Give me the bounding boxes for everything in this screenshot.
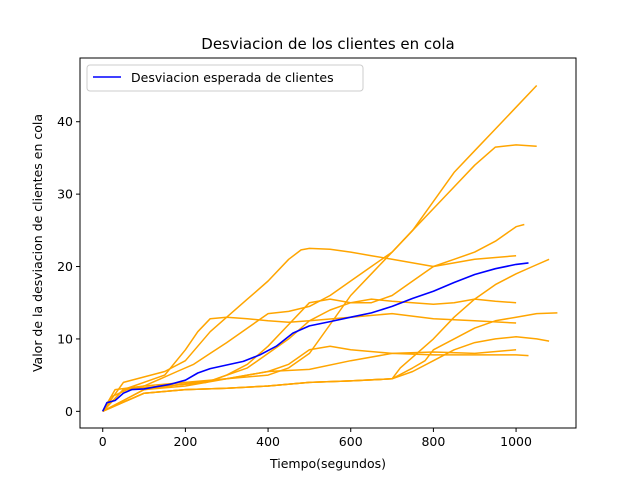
legend: Desviacion esperada de clientes (86, 64, 364, 92)
plot-lines (101, 84, 558, 412)
plot-frame (79, 57, 577, 429)
y-tick-label: 40 (57, 114, 73, 129)
x-tick-label: 0 (99, 434, 107, 449)
run-series-line-1 (102, 84, 538, 412)
run-series-line-11 (102, 345, 529, 412)
y-tick-label: 30 (57, 187, 73, 202)
run-series-line-4 (102, 312, 517, 412)
x-tick-label: 400 (256, 434, 280, 449)
y-axis-ticks: 0 10 20 30 40 (57, 114, 80, 419)
legend-box (86, 64, 364, 92)
y-tick-label: 0 (65, 404, 73, 419)
x-tick-label: 800 (421, 434, 445, 449)
x-tick-label: 1000 (500, 434, 532, 449)
x-tick-label: 200 (173, 434, 197, 449)
y-tick-label: 10 (57, 331, 73, 346)
expected-series-line (101, 262, 529, 412)
y-tick-label: 20 (57, 259, 73, 274)
run-series-line-7 (102, 258, 550, 412)
x-tick-label: 600 (339, 434, 363, 449)
y-axis-label: Valor de la desviacion de clientes en co… (30, 114, 45, 372)
run-series-line-3 (102, 247, 517, 412)
x-axis-ticks: 0 200 400 600 800 1000 (99, 428, 532, 449)
run-series-line-2 (102, 144, 537, 412)
run-series-line-8 (102, 312, 558, 412)
x-axis-label: Tiempo(segundos) (269, 456, 386, 471)
legend-entry-expected: Desviacion esperada de clientes (131, 70, 334, 85)
chart-title: Desviacion de los clientes en cola (201, 35, 454, 53)
run-series-line-9 (102, 336, 550, 412)
run-series-line-10 (102, 349, 517, 412)
